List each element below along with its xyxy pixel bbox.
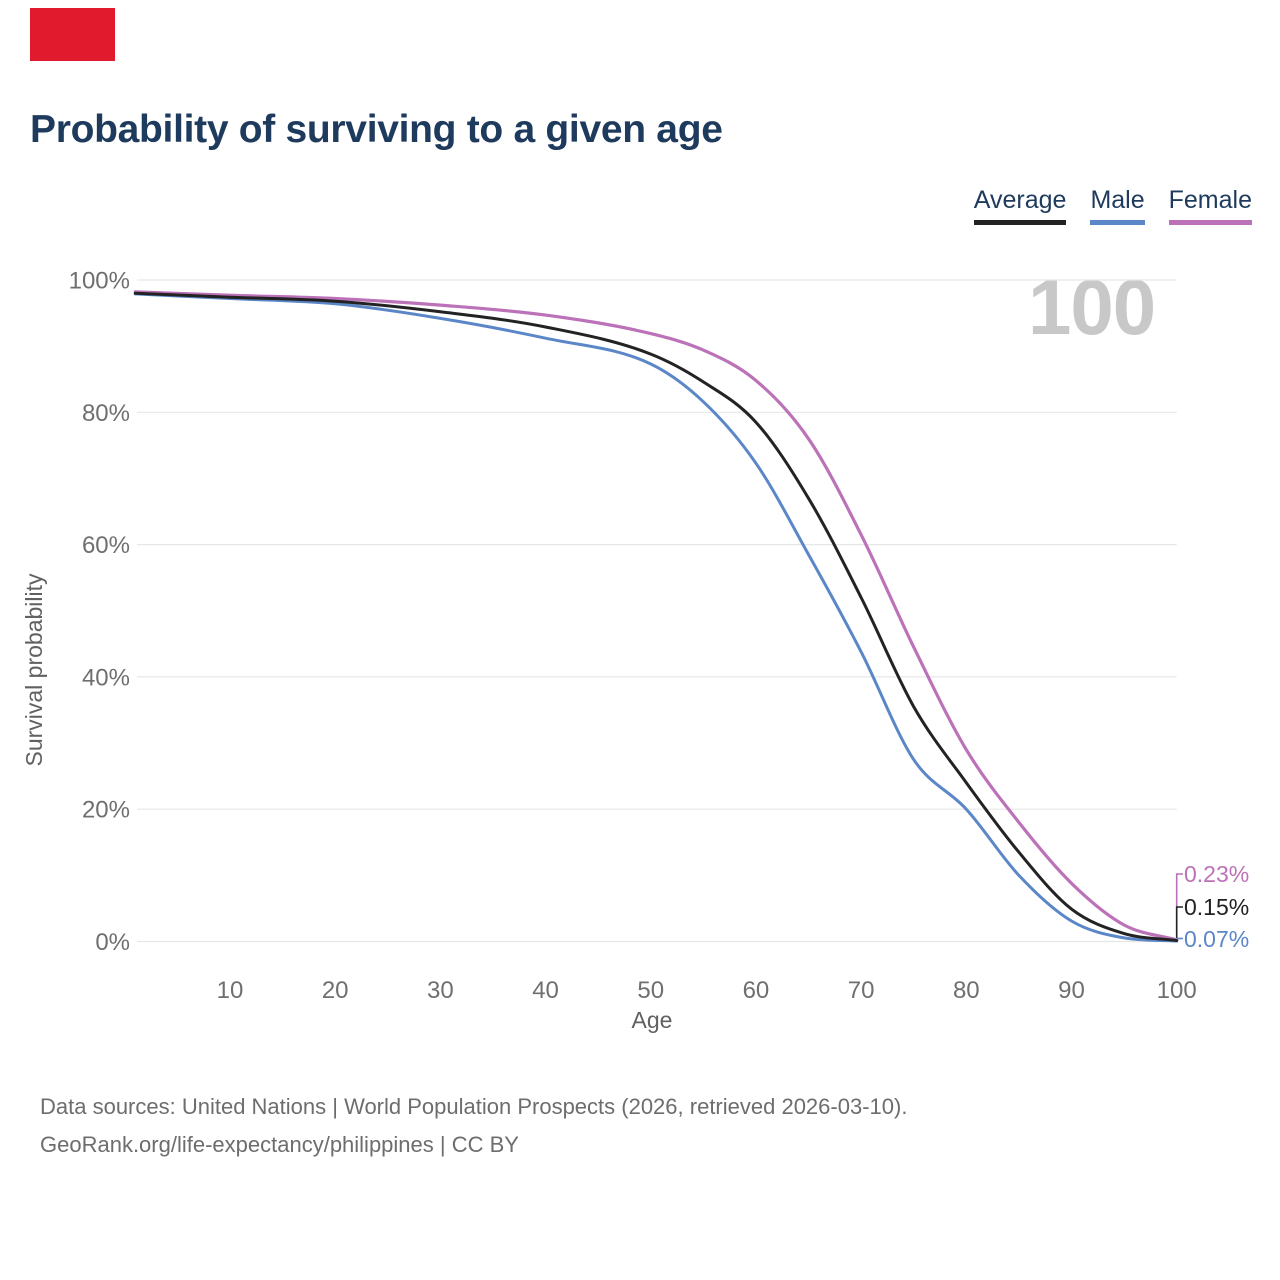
x-tick-label: 70 — [848, 977, 875, 1004]
series-line-average — [133, 291, 1179, 942]
x-tick-label: 100 — [1157, 977, 1197, 1004]
end-value-female: 0.23% — [1184, 861, 1250, 887]
x-axis-title: Age — [632, 1007, 673, 1033]
leader-average — [1175, 906, 1183, 938]
x-tick-label: 30 — [427, 977, 454, 1004]
red-flag-block — [30, 8, 115, 61]
x-tick-label: 80 — [953, 977, 980, 1004]
x-tick-label: 20 — [322, 977, 349, 1004]
data-sources-line2: GeoRank.org/life-expectancy/philippines … — [40, 1132, 519, 1157]
hovered-age-watermark: 100 — [1028, 263, 1156, 351]
end-value-male: 0.07% — [1184, 926, 1250, 952]
leader-female — [1175, 873, 1183, 934]
x-tick-label: 10 — [217, 977, 244, 1004]
x-tick-label: 90 — [1058, 977, 1085, 1004]
y-tick-label: 60% — [82, 532, 130, 559]
y-axis-title: Survival probability — [21, 573, 47, 767]
x-tick-label: 60 — [743, 977, 770, 1004]
data-sources-line1: Data sources: United Nations | World Pop… — [40, 1094, 908, 1119]
legend-item-male[interactable]: Male — [1090, 186, 1145, 225]
survival-chart[interactable]: 100% 80% 60% 40% 20% 0% 10 20 30 40 50 60 70 80 90 100 A… — [0, 0, 1280, 1060]
series-line-female — [133, 290, 1179, 942]
y-tick-label: 40% — [82, 664, 130, 691]
data-sources-note: Data sources: United Nations | World Pop… — [40, 1088, 907, 1164]
x-tick-label: 40 — [532, 977, 559, 1004]
y-tick-label: 20% — [82, 797, 130, 824]
legend-item-average[interactable]: Average — [973, 186, 1067, 225]
end-value-average: 0.15% — [1184, 894, 1250, 920]
legend-item-female[interactable]: Female — [1168, 186, 1252, 225]
x-tick-label: 50 — [637, 977, 664, 1004]
y-tick-label: 0% — [95, 929, 130, 956]
y-tick-label: 80% — [82, 400, 130, 427]
y-tick-label: 100% — [69, 268, 130, 295]
page-title: Probability of surviving to a given age — [30, 108, 723, 151]
legend: Average Male Female — [973, 186, 1252, 225]
series-line-male — [133, 292, 1179, 943]
